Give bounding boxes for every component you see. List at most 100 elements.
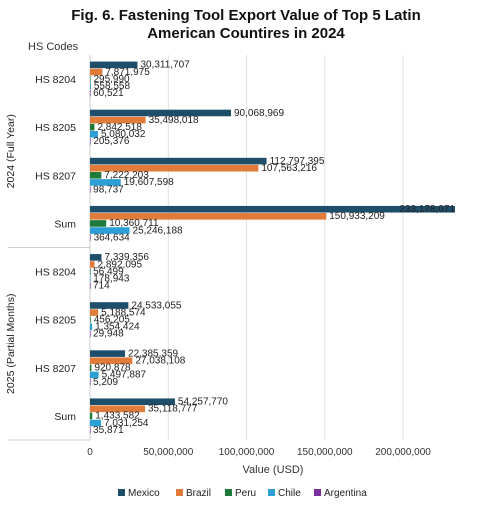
data-label-2024-full-year-hs-8207-peru: 7,222,203 bbox=[104, 170, 149, 181]
data-label-2025-partial-months-hs-8207-argentina: 5,209 bbox=[93, 377, 118, 388]
bar-2025-partial-months-hs-8204-argentina bbox=[90, 282, 91, 290]
bar-2025-partial-months-hs-8207-argentina bbox=[90, 378, 91, 386]
data-label-2025-partial-months-sum-chile: 7,031,254 bbox=[104, 418, 149, 429]
bar-2025-partial-months-hs-8204-peru bbox=[90, 268, 91, 275]
bar-2024-full-year-hs-8205-peru bbox=[90, 123, 95, 131]
legend-swatch-mexico bbox=[118, 489, 125, 496]
data-label-2024-full-year-hs-8204-chile: 558,558 bbox=[94, 81, 131, 92]
data-label-2024-full-year-hs-8207-brazil: 107,563,216 bbox=[261, 163, 317, 174]
data-label-2024-full-year-hs-8204-peru: 295,990 bbox=[93, 74, 130, 85]
bar-2024-full-year-hs-8204-brazil bbox=[90, 68, 103, 76]
gridlines bbox=[167, 55, 404, 440]
legend-swatch-chile bbox=[268, 489, 275, 496]
data-label-2025-partial-months-hs-8207-peru: 920,878 bbox=[94, 363, 131, 374]
bar-2024-full-year-hs-8207-brazil bbox=[90, 164, 259, 172]
category-labels: HS 8204 HS 8205 HS 8207 Sum HS 8204 HS 8205 HS… bbox=[35, 74, 76, 423]
x-tick-1: 50,000,000 bbox=[143, 447, 193, 458]
category-label-2025-partial-months-sum: Sum bbox=[54, 411, 76, 423]
bar-2024-full-year-hs-8205-chile bbox=[90, 130, 98, 138]
bar-2025-partial-months-sum-mexico bbox=[90, 398, 175, 406]
chart-title-line-2: American Countires in 2024 bbox=[147, 25, 345, 42]
bar-2024-full-year-hs-8205-mexico bbox=[90, 109, 231, 117]
group-labels: 2024 (Full Year) 2025 (Partial Months) bbox=[5, 114, 17, 394]
data-label-2025-partial-months-sum-peru: 1,433,582 bbox=[95, 411, 140, 422]
bar-2025-partial-months-sum-argentina bbox=[90, 426, 91, 434]
bar-2025-partial-months-hs-8205-brazil bbox=[90, 309, 99, 316]
bar-2024-full-year-sum-argentina bbox=[90, 234, 91, 241]
bar-2024-full-year-hs-8207-peru bbox=[90, 172, 102, 179]
bar-2024-full-year-hs-8207-mexico bbox=[90, 157, 267, 165]
x-tick-3: 150,000,000 bbox=[297, 447, 353, 458]
x-tick-4: 200,000,000 bbox=[375, 447, 431, 458]
data-label-2025-partial-months-sum-argentina: 35,871 bbox=[93, 425, 124, 436]
x-axis-title: Value (USD) bbox=[243, 464, 304, 476]
bar-2024-full-year-hs-8207-argentina bbox=[90, 186, 91, 193]
bar-2024-full-year-sum-chile bbox=[90, 227, 130, 234]
data-label-2025-partial-months-hs-8204-peru: 56,499 bbox=[93, 266, 124, 277]
category-label-2024-full-year-hs-8204: HS 8204 bbox=[35, 74, 76, 86]
bar-2024-full-year-hs-8204-chile bbox=[90, 82, 91, 90]
data-label-2025-partial-months-hs-8204-argentina: 714 bbox=[93, 281, 110, 292]
category-label-2024-full-year-hs-8205: HS 8205 bbox=[35, 122, 76, 134]
bars bbox=[90, 61, 455, 434]
category-label-2025-partial-months-hs-8204: HS 8204 bbox=[35, 267, 76, 279]
data-label-2025-partial-months-hs-8207-chile: 5,497,887 bbox=[102, 370, 147, 381]
bar-2025-partial-months-hs-8204-chile bbox=[90, 275, 91, 282]
bar-2024-full-year-sum-peru bbox=[90, 220, 107, 227]
legend-label-brazil: Brazil bbox=[186, 488, 211, 499]
bar-2025-partial-months-hs-8205-chile bbox=[90, 323, 93, 331]
bar-2024-full-year-hs-8204-mexico bbox=[90, 61, 138, 69]
legend-label-mexico: Mexico bbox=[128, 488, 160, 499]
data-label-2024-full-year-hs-8204-brazil: 7,871,975 bbox=[105, 67, 150, 78]
bar-2025-partial-months-hs-8207-chile bbox=[90, 371, 99, 379]
bar-2024-full-year-hs-8204-peru bbox=[90, 75, 91, 83]
bar-2024-full-year-hs-8207-chile bbox=[90, 179, 121, 186]
chart-title-line-1: Fig. 6. Fastening Tool Export Value of T… bbox=[71, 7, 420, 24]
data-label-2025-partial-months-hs-8204-chile: 178,943 bbox=[93, 273, 130, 284]
data-label-2025-partial-months-hs-8205-peru: 456,205 bbox=[94, 314, 131, 325]
data-label-2024-full-year-hs-8205-brazil: 35,498,018 bbox=[149, 115, 199, 126]
data-label-2025-partial-months-hs-8204-brazil: 2,892,095 bbox=[98, 259, 143, 270]
bar-2024-full-year-sum-mexico bbox=[90, 205, 455, 213]
legend-label-chile: Chile bbox=[278, 488, 301, 499]
data-label-2025-partial-months-hs-8205-brazil: 5,188,574 bbox=[101, 307, 146, 318]
x-tick-2: 100,000,000 bbox=[219, 447, 275, 458]
data-label-2025-partial-months-hs-8207-brazil: 27,038,108 bbox=[135, 356, 185, 367]
data-label-2024-full-year-hs-8207-mexico: 112,797,395 bbox=[270, 156, 325, 167]
data-label-2024-full-year-hs-8205-mexico: 90,068,969 bbox=[234, 108, 284, 119]
data-label-2025-partial-months-hs-8205-mexico: 24,533,055 bbox=[131, 300, 181, 311]
data-label-2024-full-year-hs-8207-chile: 19,607,598 bbox=[124, 177, 174, 188]
category-label-2024-full-year-sum: Sum bbox=[54, 218, 76, 230]
bar-2025-partial-months-hs-8207-peru bbox=[90, 364, 92, 372]
data-label-2024-full-year-sum-mexico: 233,178,071 bbox=[399, 204, 455, 215]
category-label-2024-full-year-hs-8207: HS 8207 bbox=[35, 170, 76, 182]
data-label-2025-partial-months-hs-8204-mexico: 7,339,356 bbox=[104, 252, 149, 263]
bar-2024-full-year-sum-brazil bbox=[90, 213, 327, 220]
data-label-2025-partial-months-sum-brazil: 35,118,777 bbox=[148, 404, 198, 415]
data-label-2025-partial-months-hs-8207-mexico: 22,385,359 bbox=[128, 348, 178, 359]
data-label-2025-partial-months-hs-8205-chile: 1,354,424 bbox=[95, 322, 140, 333]
data-label-2024-full-year-sum-argentina: 364,634 bbox=[94, 232, 131, 243]
data-label-2024-full-year-hs-8204-argentina: 60,521 bbox=[93, 88, 124, 99]
chart-title: Fig. 6. Fastening Tool Export Value of T… bbox=[71, 7, 420, 42]
bar-2025-partial-months-hs-8207-brazil bbox=[90, 357, 133, 365]
bar-2024-full-year-hs-8205-brazil bbox=[90, 116, 146, 124]
data-label-2024-full-year-hs-8205-peru: 2,842,518 bbox=[97, 122, 142, 133]
bar-2024-full-year-hs-8204-argentina bbox=[90, 89, 91, 97]
data-label-2024-full-year-sum-chile: 25,246,188 bbox=[133, 225, 183, 236]
legend-swatch-peru bbox=[225, 489, 232, 496]
data-label-2024-full-year-hs-8207-argentina: 98,737 bbox=[93, 184, 124, 195]
data-label-2024-full-year-sum-peru: 10,360,711 bbox=[109, 218, 159, 229]
data-label-2024-full-year-hs-8204-mexico: 30,311,707 bbox=[140, 60, 190, 71]
x-tick-labels: 0 50,000,000 100,000,000 150,000,000 200,000… bbox=[87, 447, 431, 458]
legend: Mexico Brazil Peru Chile Argentina bbox=[118, 488, 367, 499]
bar-2025-partial-months-sum-chile bbox=[90, 419, 102, 427]
data-label-2024-full-year-hs-8205-chile: 5,080,032 bbox=[101, 129, 146, 140]
bar-2025-partial-months-sum-peru bbox=[90, 412, 93, 420]
bar-2025-partial-months-hs-8205-peru bbox=[90, 316, 91, 323]
bar-2025-partial-months-hs-8205-mexico bbox=[90, 302, 129, 309]
bar-2025-partial-months-hs-8204-brazil bbox=[90, 261, 95, 268]
data-label-2024-full-year-hs-8205-argentina: 205,376 bbox=[93, 136, 130, 147]
data-label-2025-partial-months-hs-8205-argentina: 29,948 bbox=[93, 329, 124, 340]
category-axis-title: HS Codes bbox=[28, 41, 79, 53]
